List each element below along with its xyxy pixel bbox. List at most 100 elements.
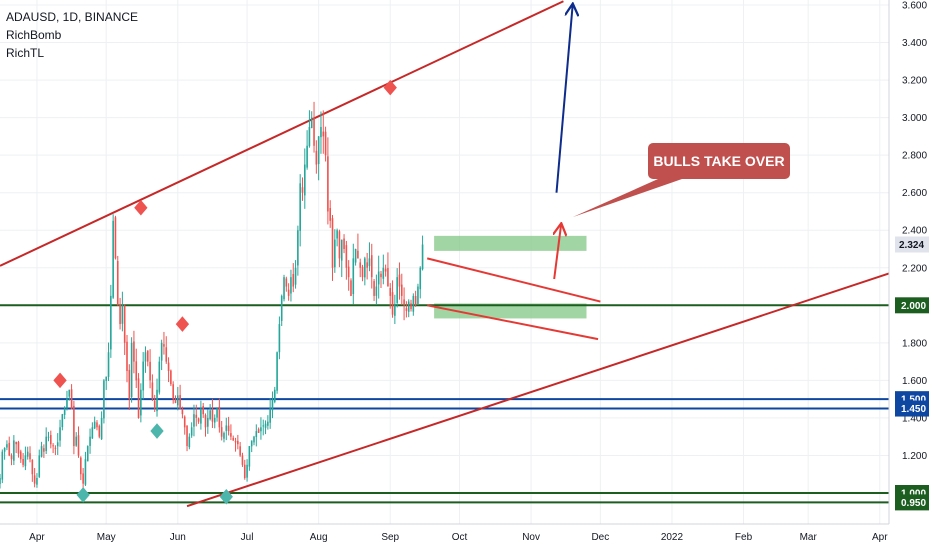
candle-body bbox=[257, 429, 260, 433]
projection-arrow bbox=[555, 5, 572, 193]
candle-body bbox=[327, 156, 329, 212]
symbol-label[interactable]: ADAUSD, 1D, BINANCE bbox=[6, 10, 139, 24]
candle-body bbox=[354, 249, 357, 263]
x-tick-label: Apr bbox=[872, 532, 888, 543]
candle-body bbox=[343, 238, 345, 249]
level-price-tag bbox=[895, 494, 929, 511]
indicator-richtl[interactable]: RichTL bbox=[6, 46, 45, 60]
candle-body bbox=[165, 347, 168, 362]
candle-body bbox=[225, 425, 228, 431]
candle-body bbox=[375, 286, 378, 296]
candle-body bbox=[306, 145, 308, 168]
candle-body bbox=[287, 289, 290, 296]
candle-body bbox=[340, 239, 343, 261]
candle-body bbox=[149, 361, 151, 381]
candle-body bbox=[211, 409, 214, 422]
candle-body bbox=[22, 458, 24, 465]
candle-body bbox=[207, 417, 209, 427]
y-tick-label: 1.800 bbox=[902, 338, 927, 349]
candle-body bbox=[66, 399, 68, 408]
level-price-label: 1.450 bbox=[901, 404, 926, 415]
indicator-richbomb[interactable]: RichBomb bbox=[6, 28, 62, 42]
candle-body bbox=[338, 231, 341, 259]
candle-body bbox=[3, 447, 6, 452]
candle-body bbox=[170, 370, 172, 385]
candle-body bbox=[271, 399, 274, 411]
candle-body bbox=[110, 295, 112, 350]
candle-body bbox=[285, 278, 288, 287]
candle-body bbox=[142, 361, 144, 391]
support-resistance-zone bbox=[434, 235, 587, 251]
candle-body bbox=[283, 277, 285, 300]
candle-body bbox=[264, 423, 267, 428]
candle-body bbox=[70, 389, 73, 409]
candle-body bbox=[202, 406, 205, 415]
candle-body bbox=[26, 451, 29, 457]
candle-body bbox=[368, 258, 371, 267]
candle-body bbox=[391, 292, 394, 315]
candle-body bbox=[10, 455, 13, 460]
candle-body bbox=[29, 453, 31, 460]
callout-box bbox=[648, 143, 790, 179]
trendline bbox=[0, 0, 564, 267]
candle-body bbox=[135, 361, 138, 381]
candle-body bbox=[100, 417, 103, 440]
time-axis bbox=[0, 524, 889, 550]
candle-body bbox=[290, 277, 292, 294]
candle-body bbox=[144, 352, 147, 362]
candle-body bbox=[15, 442, 17, 445]
candle-body bbox=[276, 352, 278, 391]
y-tick-label: 3.000 bbox=[902, 113, 927, 124]
candle-body bbox=[278, 324, 281, 353]
x-tick-label: Jul bbox=[241, 532, 254, 543]
candle-body bbox=[255, 431, 258, 438]
candle-body bbox=[33, 475, 36, 484]
level-price-tag bbox=[895, 297, 929, 314]
candle-body bbox=[153, 400, 156, 409]
candle-body bbox=[297, 230, 299, 266]
y-tick-label: 3.200 bbox=[902, 76, 927, 87]
candle-body bbox=[105, 376, 108, 381]
callout-pointer bbox=[572, 179, 682, 218]
candle-body bbox=[0, 477, 1, 485]
candle-body bbox=[126, 341, 128, 371]
current-price-label: 2.324 bbox=[899, 240, 924, 251]
sell-signal-marker bbox=[383, 79, 397, 96]
level-price-label: 0.950 bbox=[901, 498, 926, 509]
candle-body bbox=[336, 230, 338, 239]
candle-body bbox=[382, 267, 385, 279]
candle-body bbox=[227, 425, 230, 432]
candle-body bbox=[237, 440, 239, 445]
candle-body bbox=[158, 361, 161, 393]
candle-body bbox=[322, 131, 325, 137]
candle-body bbox=[373, 281, 375, 296]
candle-body bbox=[359, 262, 362, 268]
y-tick-label: 1.600 bbox=[902, 376, 927, 387]
candle-body bbox=[269, 408, 271, 423]
chart-legend: ADAUSD, 1D, BINANCE RichBomb RichTL bbox=[6, 8, 138, 62]
sell-signal-marker bbox=[134, 199, 148, 216]
x-tick-label: Mar bbox=[800, 532, 818, 543]
price-axis bbox=[889, 0, 932, 550]
projection-arrow bbox=[554, 225, 561, 280]
candle-body bbox=[400, 284, 403, 296]
candle-body bbox=[345, 245, 348, 268]
candle-body bbox=[407, 301, 410, 312]
candle-body bbox=[86, 446, 89, 462]
candle-body bbox=[195, 414, 198, 418]
candle-body bbox=[331, 218, 334, 268]
candle-body bbox=[294, 267, 297, 285]
candle-body bbox=[403, 299, 405, 306]
candle-body bbox=[230, 433, 232, 437]
candle-body bbox=[384, 268, 387, 272]
candle-body bbox=[61, 414, 64, 428]
candle-body bbox=[193, 414, 195, 427]
candle-body bbox=[241, 455, 244, 465]
candle-body bbox=[128, 369, 131, 400]
candle-body bbox=[82, 473, 84, 484]
candle-body bbox=[13, 440, 15, 461]
candle-body bbox=[414, 296, 417, 306]
candle-body bbox=[59, 427, 61, 441]
candle-body bbox=[213, 417, 216, 423]
